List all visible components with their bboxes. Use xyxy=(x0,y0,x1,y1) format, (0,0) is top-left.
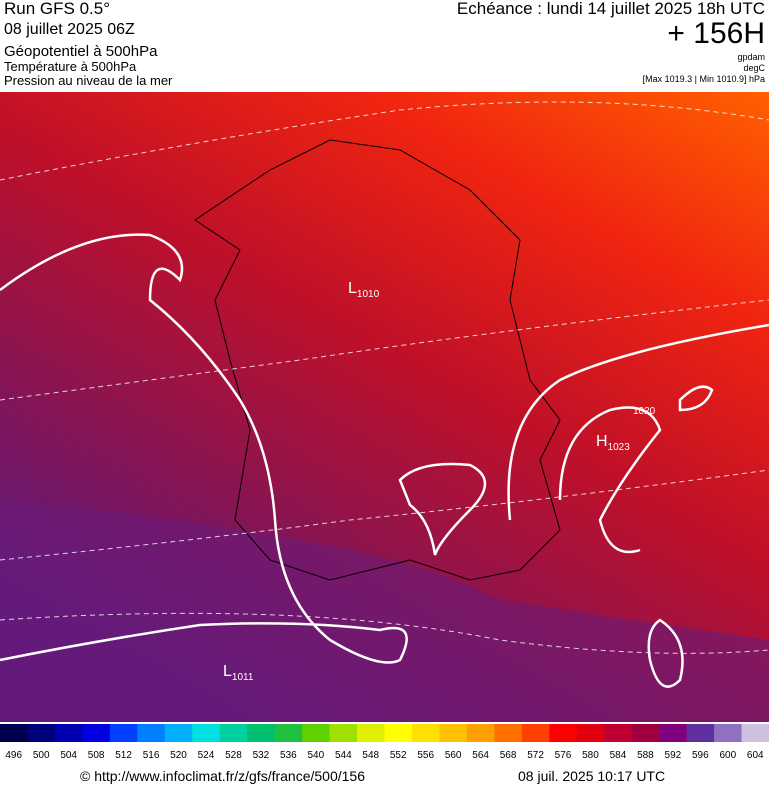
colorbar-swatch xyxy=(576,724,605,742)
colorbar-label: 552 xyxy=(390,750,407,761)
colorbar-label: 548 xyxy=(362,750,379,761)
colorbar-label: 568 xyxy=(500,750,517,761)
colorbar-swatch xyxy=(164,724,193,742)
run: Run GFS 0.5° xyxy=(4,0,110,18)
colorbar-swatch xyxy=(27,724,56,742)
colorbar-swatch xyxy=(329,724,358,742)
colorbar-swatch xyxy=(192,724,221,742)
field: Pression au niveau de la mer xyxy=(4,73,173,88)
colorbar-label: 524 xyxy=(198,750,215,761)
colorbar-label: 504 xyxy=(60,750,77,761)
colorbar-label: 604 xyxy=(747,750,764,761)
value: 1023 xyxy=(608,442,631,453)
field: Température à 500hPa xyxy=(4,59,137,74)
pressure-center: H1023 xyxy=(596,433,630,453)
colorbar-label: 600 xyxy=(719,750,736,761)
colorbar-swatch xyxy=(631,724,660,742)
colorbar-swatch xyxy=(357,724,385,742)
symbol: H xyxy=(596,433,608,450)
colorbar-swatch xyxy=(521,724,550,742)
colorbar-swatch xyxy=(741,724,769,742)
value: 1011 xyxy=(232,672,254,683)
colorbar-label: 556 xyxy=(417,750,434,761)
symbol: L xyxy=(223,663,232,680)
colorbar-label: 588 xyxy=(637,750,654,761)
unit: degC xyxy=(743,63,765,73)
colorbar-label: 576 xyxy=(555,750,572,761)
colorbar-swatch xyxy=(54,724,83,742)
colorbar-swatch xyxy=(0,724,28,742)
colorbar-label: 532 xyxy=(253,750,270,761)
pressure-center: L1011 xyxy=(223,663,254,683)
colorbar-label: 540 xyxy=(307,750,324,761)
colorbar-swatch xyxy=(411,724,440,742)
symbol: L xyxy=(348,280,357,297)
colorbar-swatch xyxy=(439,724,468,742)
isotherms xyxy=(0,101,769,654)
source-url: © http://www.infoclimat.fr/z/gfs/france/… xyxy=(80,768,365,784)
colorbar-swatch xyxy=(604,724,633,742)
colorbar-swatch xyxy=(659,724,688,742)
colorbar-label: 592 xyxy=(665,750,682,761)
colorbar-swatch xyxy=(714,724,743,742)
colorbar-swatch xyxy=(384,724,413,742)
colorbar-swatch xyxy=(494,724,523,742)
contour-label: 1020 xyxy=(633,406,656,417)
colorbar-label: 564 xyxy=(472,750,489,761)
colorbar-swatch xyxy=(302,724,331,742)
colorbar-swatch xyxy=(549,724,578,742)
colorbar-swatch xyxy=(686,724,715,742)
colorbar-swatch xyxy=(82,724,111,742)
colorbar-label: 500 xyxy=(33,750,50,761)
colorbar-label: 512 xyxy=(115,750,132,761)
colorbar-label: 572 xyxy=(527,750,544,761)
colorbar-label: 544 xyxy=(335,750,352,761)
colorbar-label: 596 xyxy=(692,750,709,761)
colorbar-label: 520 xyxy=(170,750,187,761)
timestamp: 08 juil. 2025 10:17 UTC xyxy=(518,768,665,784)
colorbar-label: 496 xyxy=(5,750,22,761)
colorbar-swatch xyxy=(247,724,276,742)
isobars xyxy=(0,233,769,688)
unit: gpdam xyxy=(737,52,765,62)
map xyxy=(0,92,769,722)
colorbar-swatch xyxy=(109,724,138,742)
colorbar-swatch xyxy=(466,724,495,742)
run-date: 08 juillet 2025 06Z xyxy=(4,21,135,38)
range: [Max 1019.3 | Min 1010.9] hPa xyxy=(643,74,765,84)
colorbar-label: 560 xyxy=(445,750,462,761)
colorbar-swatch xyxy=(274,724,303,742)
valid-time: Echéance : lundi 14 juillet 2025 18h UTC xyxy=(457,0,765,18)
value: 1010 xyxy=(357,289,380,300)
cold-area xyxy=(0,500,769,722)
colorbar-label: 584 xyxy=(610,750,627,761)
colorbar-swatch xyxy=(219,724,248,742)
coastline xyxy=(194,139,561,581)
pressure-center: L1010 xyxy=(348,280,380,300)
colorbar-label: 508 xyxy=(88,750,105,761)
lead-time: + 156H xyxy=(667,17,765,50)
field: Géopotentiel à 500hPa xyxy=(4,43,158,60)
colorbar-label: 528 xyxy=(225,750,242,761)
colorbar-label: 580 xyxy=(582,750,599,761)
colorbar-label: 536 xyxy=(280,750,297,761)
colorbar-label: 516 xyxy=(143,750,160,761)
colorbar-swatch xyxy=(137,724,166,742)
colorbar: 496 500 504 508 512 516 520 524 528 532 536 540 544 5… xyxy=(0,724,769,761)
